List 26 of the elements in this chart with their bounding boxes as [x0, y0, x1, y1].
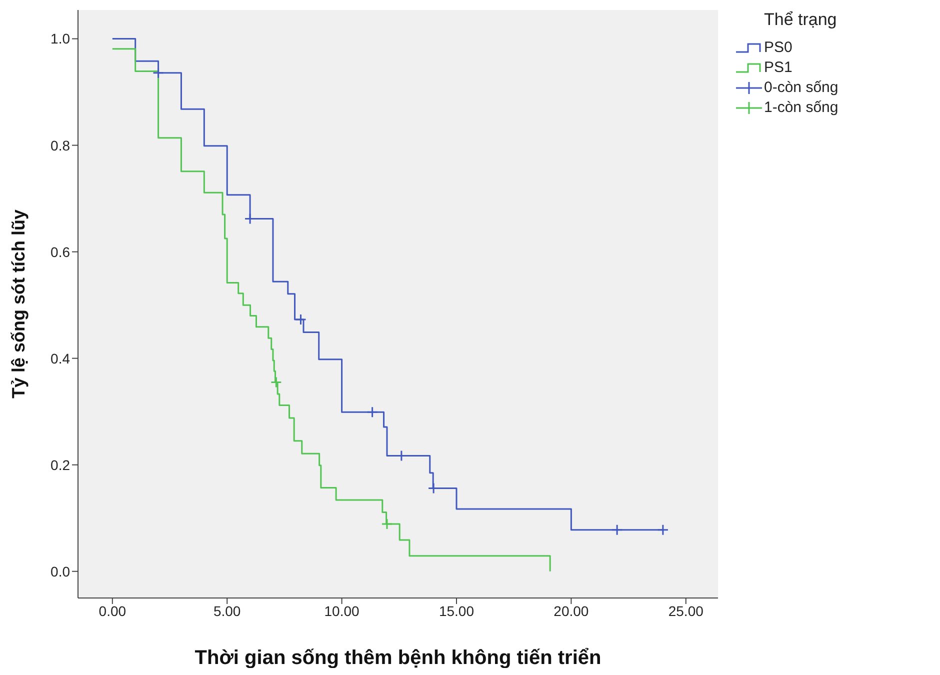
legend-label: PS0	[764, 38, 792, 58]
point	[611, 524, 623, 536]
point	[657, 524, 669, 536]
y-tick-label: 0.4	[50, 350, 70, 366]
y-tick-label: 0.8	[50, 137, 70, 154]
x-axis-title: Thời gian sống thêm bệnh không tiến triển	[194, 647, 602, 669]
y-tick-label: 0.0	[50, 563, 70, 580]
x-tick-label: 0.00	[98, 602, 126, 619]
y-tick-label: 1.0	[50, 30, 70, 47]
y-tick-label: 0.6	[50, 244, 70, 260]
legend-label: 1-còn sống	[764, 98, 838, 118]
x-tick-label: 25.00	[668, 602, 704, 619]
point	[270, 376, 282, 388]
y-axis-title: Tỷ lệ sống sót tích lũy	[8, 209, 28, 399]
x-tick-label: 5.00	[213, 602, 241, 619]
point	[294, 314, 306, 326]
y-tick-label: 0.2	[50, 456, 70, 473]
point	[381, 518, 393, 530]
point	[152, 67, 164, 79]
x-tick-label: 10.00	[324, 602, 360, 619]
legend-title: Thể trạng	[763, 10, 838, 30]
point	[366, 406, 378, 418]
x-tick-label: 15.00	[438, 602, 474, 619]
legend-label: 0-còn sống	[764, 78, 838, 98]
legend-label: PS1	[764, 58, 792, 78]
x-tick-label: 20.00	[554, 602, 589, 619]
